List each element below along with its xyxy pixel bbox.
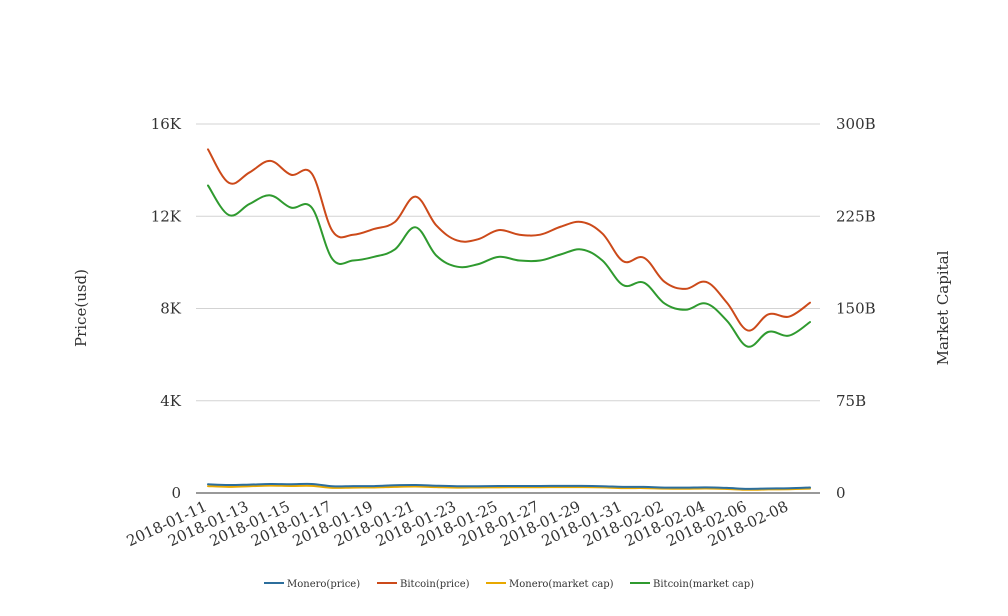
- left-tick-label: 8K: [160, 300, 182, 318]
- series-line-bitcoin-price: [207, 148, 811, 332]
- right-tick-label: 150B: [836, 300, 876, 318]
- legend-item[interactable]: Bitcoin(price): [377, 579, 470, 590]
- legend-item[interactable]: Monero(price): [264, 579, 360, 590]
- legend-item[interactable]: Bitcoin(market cap): [630, 579, 754, 590]
- right-y-axis: 0 75B 150B 225B 300B: [836, 115, 876, 502]
- left-tick-label: 4K: [160, 392, 182, 410]
- right-tick-label: 225B: [836, 207, 876, 225]
- x-axis: 2018-01-112018-01-132018-01-152018-01-17…: [124, 497, 791, 550]
- legend-label: Bitcoin(market cap): [653, 579, 754, 590]
- series-lines: [207, 148, 811, 491]
- right-tick-label: 300B: [836, 115, 876, 133]
- left-tick-label: 0: [171, 484, 181, 502]
- right-tick-label: 0: [836, 484, 846, 502]
- series-line-bitcoin-market-cap: [207, 184, 811, 348]
- legend-label: Bitcoin(price): [400, 579, 470, 590]
- left-y-axis: 0 4K 8K 12K 16K: [151, 115, 182, 502]
- series-line-monero-price: [207, 482, 811, 490]
- right-axis-title: Market Capital: [934, 250, 952, 365]
- left-tick-label: 12K: [151, 207, 182, 225]
- legend: Monero(price) Bitcoin(price) Monero(market…: [264, 579, 754, 590]
- grid-lines: [196, 123, 820, 494]
- left-tick-label: 16K: [151, 115, 182, 133]
- series-line-monero-market-cap: [207, 484, 811, 491]
- right-tick-label: 75B: [836, 392, 866, 410]
- legend-label: Monero(market cap): [509, 579, 614, 590]
- left-axis-title: Price(usd): [72, 269, 90, 347]
- legend-item[interactable]: Monero(market cap): [486, 579, 614, 590]
- legend-label: Monero(price): [287, 579, 360, 590]
